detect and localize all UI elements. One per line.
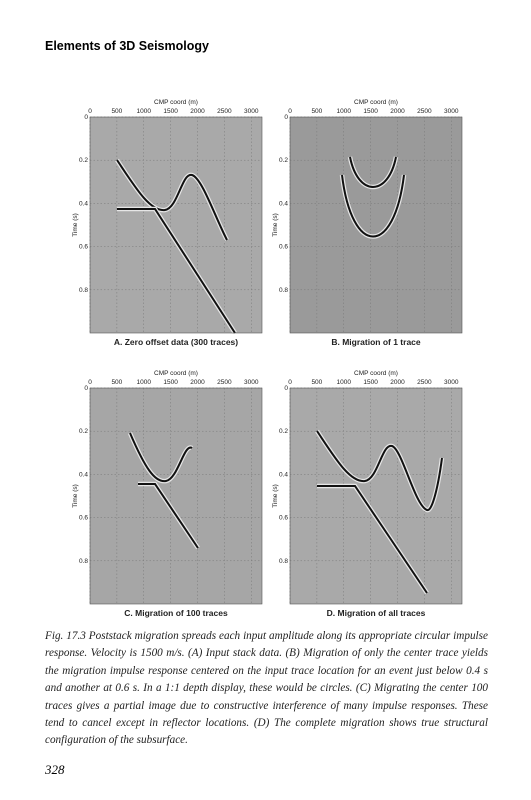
y-tick-label: 0.6 bbox=[279, 244, 288, 251]
x-tick-label: 1000 bbox=[337, 379, 352, 386]
panel-caption: D. Migration of all traces bbox=[327, 608, 426, 618]
x-tick-label: 500 bbox=[111, 108, 122, 115]
panel-frame bbox=[289, 116, 463, 334]
event bbox=[316, 430, 443, 511]
seismic-panel: 0 500 1000 1500 2000 2500 3000 0 0.2 0.4 0.6 0.8 CMP… bbox=[72, 99, 263, 347]
panel-caption: C. Migration of 100 traces bbox=[124, 608, 228, 618]
panel-caption: A. Zero offset data (300 traces) bbox=[114, 337, 238, 347]
x-tick-label: 1000 bbox=[337, 108, 352, 115]
x-tick-label: 2000 bbox=[390, 108, 405, 115]
event bbox=[117, 208, 236, 334]
y-tick-label: 0 bbox=[84, 385, 88, 392]
x-tick-label: 500 bbox=[111, 379, 122, 386]
x-tick-label: 1500 bbox=[363, 108, 378, 115]
y-tick-label: 0.6 bbox=[79, 515, 88, 522]
event bbox=[349, 156, 397, 188]
x-axis-label: CMP coord (m) bbox=[354, 370, 398, 377]
y-axis-label: Time (s) bbox=[72, 484, 79, 508]
x-tick-label: 3000 bbox=[244, 108, 259, 115]
y-tick-label: 0 bbox=[284, 114, 288, 121]
y-tick-label: 0.2 bbox=[79, 428, 88, 435]
y-tick-label: 0.2 bbox=[279, 428, 288, 435]
seismic-panel: 0 500 1000 1500 2000 2500 3000 0 0.2 0.4 0.6 0.8 CMP… bbox=[272, 370, 463, 618]
seismic-panel: 0 500 1000 1500 2000 2500 3000 0 0.2 0.4 0.6 0.8 CMP… bbox=[72, 370, 263, 618]
x-tick-label: 2500 bbox=[217, 108, 232, 115]
x-tick-label: 3000 bbox=[444, 108, 459, 115]
y-axis-label: Time (s) bbox=[272, 213, 279, 237]
y-tick-label: 0.6 bbox=[279, 515, 288, 522]
x-tick-label: 0 bbox=[88, 108, 92, 115]
x-tick-label: 2000 bbox=[190, 379, 205, 386]
seismic-panel: 0 500 1000 1500 2000 2500 3000 0 0.2 0.4 0.6 0.8 CMP… bbox=[272, 99, 463, 347]
x-tick-label: 0 bbox=[88, 379, 92, 386]
figure: 0 500 1000 1500 2000 2500 3000 0 0.2 0.4 0.6 0.8 CMP… bbox=[72, 99, 463, 618]
event bbox=[129, 432, 193, 483]
x-tick-label: 2000 bbox=[190, 108, 205, 115]
panel-frame bbox=[89, 116, 263, 334]
event bbox=[341, 174, 405, 238]
figure-caption: Fig. 17.3 Poststack migration spreads ea… bbox=[45, 630, 488, 747]
y-tick-label: 0.8 bbox=[279, 558, 288, 565]
y-axis-label: Time (s) bbox=[272, 484, 279, 508]
y-tick-label: 0.6 bbox=[79, 244, 88, 251]
x-axis-label: CMP coord (m) bbox=[154, 99, 198, 106]
x-tick-label: 3000 bbox=[444, 379, 459, 386]
event bbox=[116, 159, 228, 241]
y-tick-label: 0 bbox=[284, 385, 288, 392]
panel-image bbox=[90, 388, 262, 604]
x-axis-label: CMP coord (m) bbox=[154, 370, 198, 377]
x-tick-label: 500 bbox=[311, 108, 322, 115]
x-tick-label: 2500 bbox=[417, 108, 432, 115]
x-tick-label: 2500 bbox=[417, 379, 432, 386]
y-tick-label: 0.8 bbox=[279, 287, 288, 294]
running-header: Elements of 3D Seismology bbox=[45, 39, 209, 53]
x-axis-label: CMP coord (m) bbox=[354, 99, 398, 106]
x-tick-label: 1000 bbox=[137, 108, 152, 115]
y-tick-label: 0.4 bbox=[279, 471, 288, 478]
panel-frame bbox=[89, 387, 263, 605]
x-tick-label: 0 bbox=[288, 108, 292, 115]
y-tick-label: 0.4 bbox=[279, 200, 288, 207]
x-tick-label: 0 bbox=[288, 379, 292, 386]
y-tick-label: 0.2 bbox=[279, 157, 288, 164]
event bbox=[138, 483, 199, 549]
y-tick-label: 0.8 bbox=[79, 558, 88, 565]
y-axis-label: Time (s) bbox=[72, 213, 79, 237]
x-tick-label: 2500 bbox=[217, 379, 232, 386]
x-tick-label: 500 bbox=[311, 379, 322, 386]
panel-image bbox=[90, 117, 262, 333]
y-tick-label: 0.4 bbox=[79, 200, 88, 207]
y-tick-label: 0 bbox=[84, 114, 88, 121]
event bbox=[317, 485, 428, 594]
page-number: 328 bbox=[45, 762, 65, 777]
x-tick-label: 1500 bbox=[363, 379, 378, 386]
panel-caption: B. Migration of 1 trace bbox=[331, 337, 421, 347]
y-tick-label: 0.2 bbox=[79, 157, 88, 164]
x-tick-label: 2000 bbox=[390, 379, 405, 386]
panel-frame bbox=[289, 387, 463, 605]
x-tick-label: 3000 bbox=[244, 379, 259, 386]
x-tick-label: 1000 bbox=[137, 379, 152, 386]
x-tick-label: 1500 bbox=[163, 108, 178, 115]
panel-image bbox=[290, 117, 462, 333]
y-tick-label: 0.8 bbox=[79, 287, 88, 294]
y-tick-label: 0.4 bbox=[79, 471, 88, 478]
x-tick-label: 1500 bbox=[163, 379, 178, 386]
